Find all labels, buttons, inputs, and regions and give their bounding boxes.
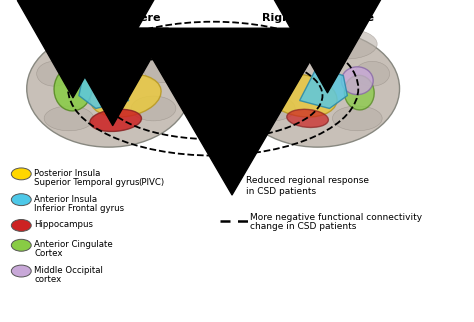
- Text: Left Hemisphere: Left Hemisphere: [57, 13, 161, 23]
- Text: in CSD patients: in CSD patients: [246, 187, 316, 196]
- Ellipse shape: [270, 30, 325, 58]
- Ellipse shape: [11, 220, 31, 232]
- Text: Superior Temporal gyrus: Superior Temporal gyrus: [34, 178, 140, 187]
- Ellipse shape: [131, 96, 176, 121]
- Ellipse shape: [341, 67, 373, 95]
- Text: change in CSD patients: change in CSD patients: [250, 223, 356, 232]
- Text: Middle Occipital: Middle Occipital: [34, 266, 103, 275]
- Ellipse shape: [344, 75, 374, 110]
- Ellipse shape: [36, 62, 72, 86]
- Text: More negative functional connectivity: More negative functional connectivity: [250, 213, 422, 222]
- Polygon shape: [79, 66, 128, 109]
- Ellipse shape: [266, 74, 337, 117]
- Ellipse shape: [11, 194, 31, 206]
- Ellipse shape: [318, 29, 377, 59]
- Ellipse shape: [101, 30, 156, 58]
- Text: Cortex: Cortex: [34, 249, 63, 258]
- Ellipse shape: [236, 30, 400, 147]
- Ellipse shape: [355, 62, 390, 86]
- Ellipse shape: [90, 109, 141, 131]
- Ellipse shape: [11, 239, 31, 251]
- Text: (PIVC): (PIVC): [138, 178, 164, 187]
- Ellipse shape: [11, 168, 31, 180]
- Ellipse shape: [11, 265, 31, 277]
- Text: Reduced regional response: Reduced regional response: [246, 176, 369, 185]
- Text: Hippocampus: Hippocampus: [34, 221, 93, 230]
- Text: Anterior Cingulate: Anterior Cingulate: [34, 240, 113, 249]
- Ellipse shape: [287, 109, 328, 128]
- Ellipse shape: [243, 55, 283, 83]
- Ellipse shape: [250, 96, 295, 121]
- Ellipse shape: [27, 30, 191, 147]
- Text: Posterior Insula: Posterior Insula: [34, 169, 100, 178]
- Ellipse shape: [144, 55, 183, 83]
- Text: cortex: cortex: [34, 275, 62, 284]
- Ellipse shape: [44, 106, 94, 131]
- Ellipse shape: [54, 66, 92, 111]
- Polygon shape: [300, 66, 347, 109]
- Text: Inferior Frontal gyrus: Inferior Frontal gyrus: [34, 204, 124, 213]
- Text: Right Hemisphere: Right Hemisphere: [262, 13, 374, 23]
- Text: Anterior Insula: Anterior Insula: [34, 195, 97, 204]
- Ellipse shape: [332, 106, 382, 131]
- Ellipse shape: [90, 74, 161, 117]
- Ellipse shape: [49, 29, 109, 59]
